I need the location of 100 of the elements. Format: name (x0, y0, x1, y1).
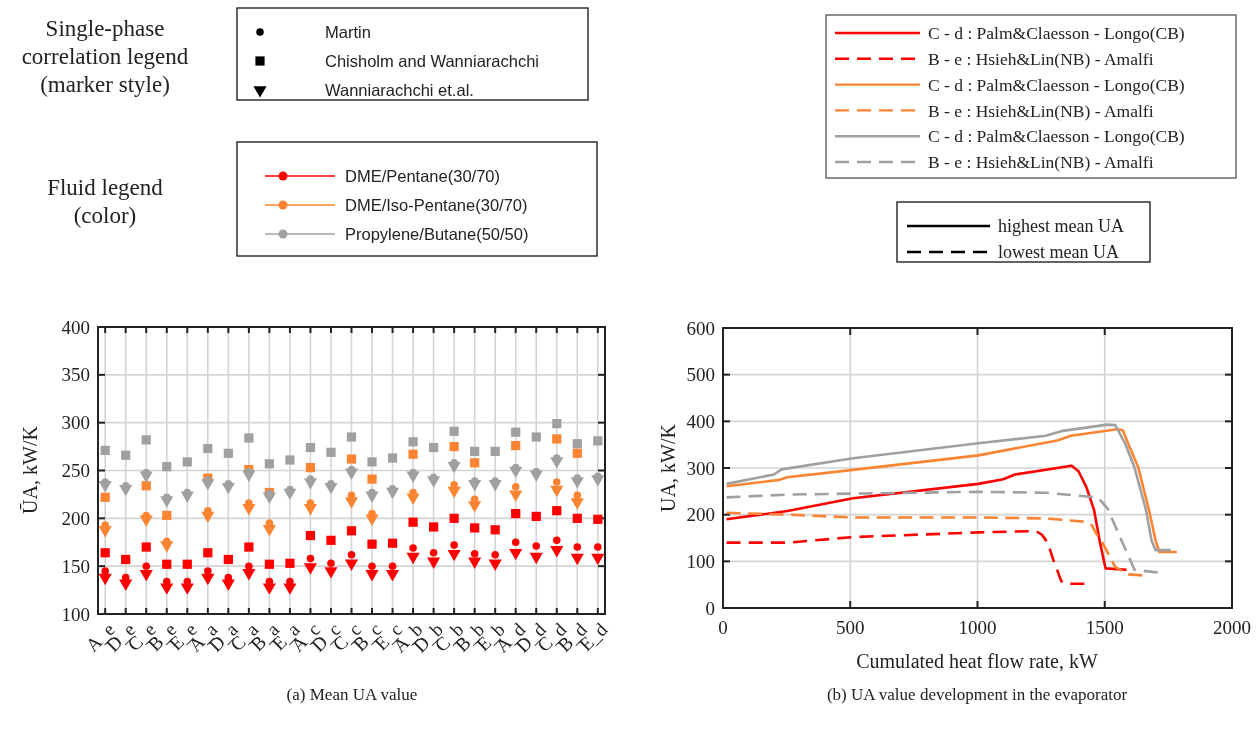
point (511, 538, 520, 547)
point (552, 478, 561, 486)
y-tick-label: 500 (686, 364, 715, 386)
legend-label: C - d : Palm&Claesson - Longo(CB) (928, 23, 1185, 44)
point (385, 487, 400, 500)
point (447, 486, 461, 499)
legend-label: C - d : Palm&Claesson - Longo(CB) (928, 74, 1185, 95)
point (203, 548, 213, 558)
point (141, 542, 151, 552)
point (139, 471, 153, 483)
legend-label: C - d : Palm&Claesson - Longo(CB) (928, 126, 1185, 147)
point (552, 419, 562, 429)
point (119, 484, 133, 497)
point (141, 481, 151, 491)
point (244, 542, 254, 552)
point (180, 583, 194, 595)
y-tick-label: 250 (61, 460, 90, 482)
point (326, 447, 336, 457)
point (285, 455, 295, 465)
point (305, 463, 316, 473)
legend-label: B - e : Hsieh&Lin(NB) - Amalfi (928, 100, 1154, 121)
text: (a) Mean UA value (286, 685, 418, 704)
text: DME/Iso-Pentane(30/70) (345, 195, 528, 214)
point (491, 550, 499, 559)
x-tick-label: 2000 (1213, 617, 1251, 638)
point (552, 434, 562, 444)
point (242, 569, 256, 581)
point (368, 562, 376, 570)
text: Chisholm and Wanniarachchi (325, 51, 539, 70)
point (201, 479, 215, 491)
point (408, 437, 418, 447)
point (245, 562, 253, 570)
point (182, 457, 192, 467)
point (570, 477, 584, 489)
point (346, 526, 357, 536)
point (100, 492, 110, 502)
point (591, 553, 605, 566)
point (162, 510, 172, 521)
text: Fluid legend (color) (47, 175, 164, 228)
x-tick-label: 1500 (1085, 617, 1124, 638)
point (449, 513, 459, 523)
point (264, 559, 274, 569)
point (344, 559, 359, 571)
point (201, 511, 215, 524)
point (529, 552, 543, 565)
point (242, 504, 256, 516)
point (509, 548, 523, 561)
point (242, 470, 256, 482)
point (488, 559, 502, 571)
point (594, 543, 602, 551)
point (101, 567, 109, 575)
point (324, 482, 338, 495)
point (142, 562, 151, 570)
point (262, 583, 276, 595)
line-series (725, 464, 1128, 572)
line-series (725, 529, 1086, 586)
text: lowest mean UA (998, 242, 1119, 263)
point (509, 490, 523, 503)
point (344, 497, 359, 509)
point (385, 570, 400, 582)
point (427, 557, 441, 569)
point (468, 501, 482, 513)
point (470, 458, 480, 468)
legend-label: B - e : Hsieh&Lin(NB) - Amalfi (928, 48, 1154, 69)
point (305, 442, 316, 453)
text: Propylene/Butane(50/50) (345, 224, 529, 243)
point (162, 462, 172, 472)
point (262, 492, 276, 504)
point (221, 482, 235, 495)
point (139, 570, 153, 582)
y-tick-label: 150 (61, 555, 90, 577)
point (509, 466, 523, 479)
y-tick-label: 600 (686, 317, 715, 339)
point (98, 573, 112, 586)
y-tick-label: 100 (686, 550, 715, 572)
point (201, 573, 215, 586)
point (593, 514, 603, 524)
point (121, 450, 131, 460)
point (283, 583, 297, 595)
point (593, 436, 603, 446)
point (572, 448, 582, 458)
point (180, 491, 194, 503)
point (532, 542, 541, 550)
point (550, 457, 564, 469)
point (162, 559, 172, 569)
point (367, 539, 377, 549)
y-axis-title: UA, kW/K (657, 423, 679, 512)
x-tick-label: 0 (718, 617, 728, 638)
point (388, 562, 397, 570)
text: Wanniarachchi et.al. (325, 80, 474, 99)
text: highest mean UA (998, 216, 1124, 237)
y-tick-label: 300 (686, 457, 715, 479)
x-axis-title: Cumulated heat flow rate, kW (856, 650, 1098, 672)
y-tick-label: 400 (686, 410, 715, 432)
point (449, 441, 459, 452)
point (531, 511, 541, 522)
point (511, 427, 521, 437)
point (470, 446, 480, 456)
y-axis-title: ŪA, kW/K (19, 425, 41, 514)
point (552, 536, 561, 545)
